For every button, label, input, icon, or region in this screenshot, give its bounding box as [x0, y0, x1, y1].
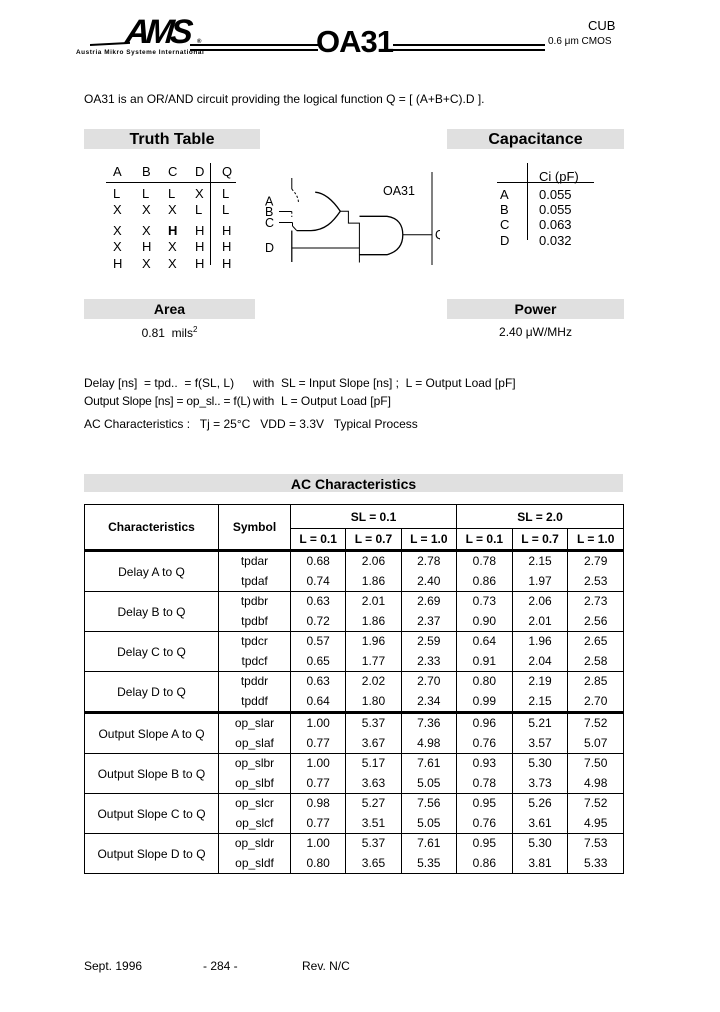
svg-text:C: C: [265, 216, 274, 230]
svg-text:D: D: [265, 241, 274, 255]
svg-text:OA31: OA31: [383, 184, 415, 198]
svg-text:Q: Q: [435, 228, 440, 242]
